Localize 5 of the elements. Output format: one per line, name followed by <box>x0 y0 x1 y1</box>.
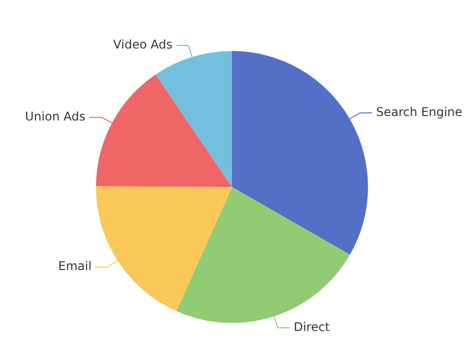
slice-label: Email <box>58 259 92 274</box>
slice-label: Union Ads <box>25 109 86 124</box>
slice-label: Search Engine <box>376 104 462 119</box>
slice-label: Direct <box>294 320 330 334</box>
slice-label: Video Ads <box>113 38 172 52</box>
